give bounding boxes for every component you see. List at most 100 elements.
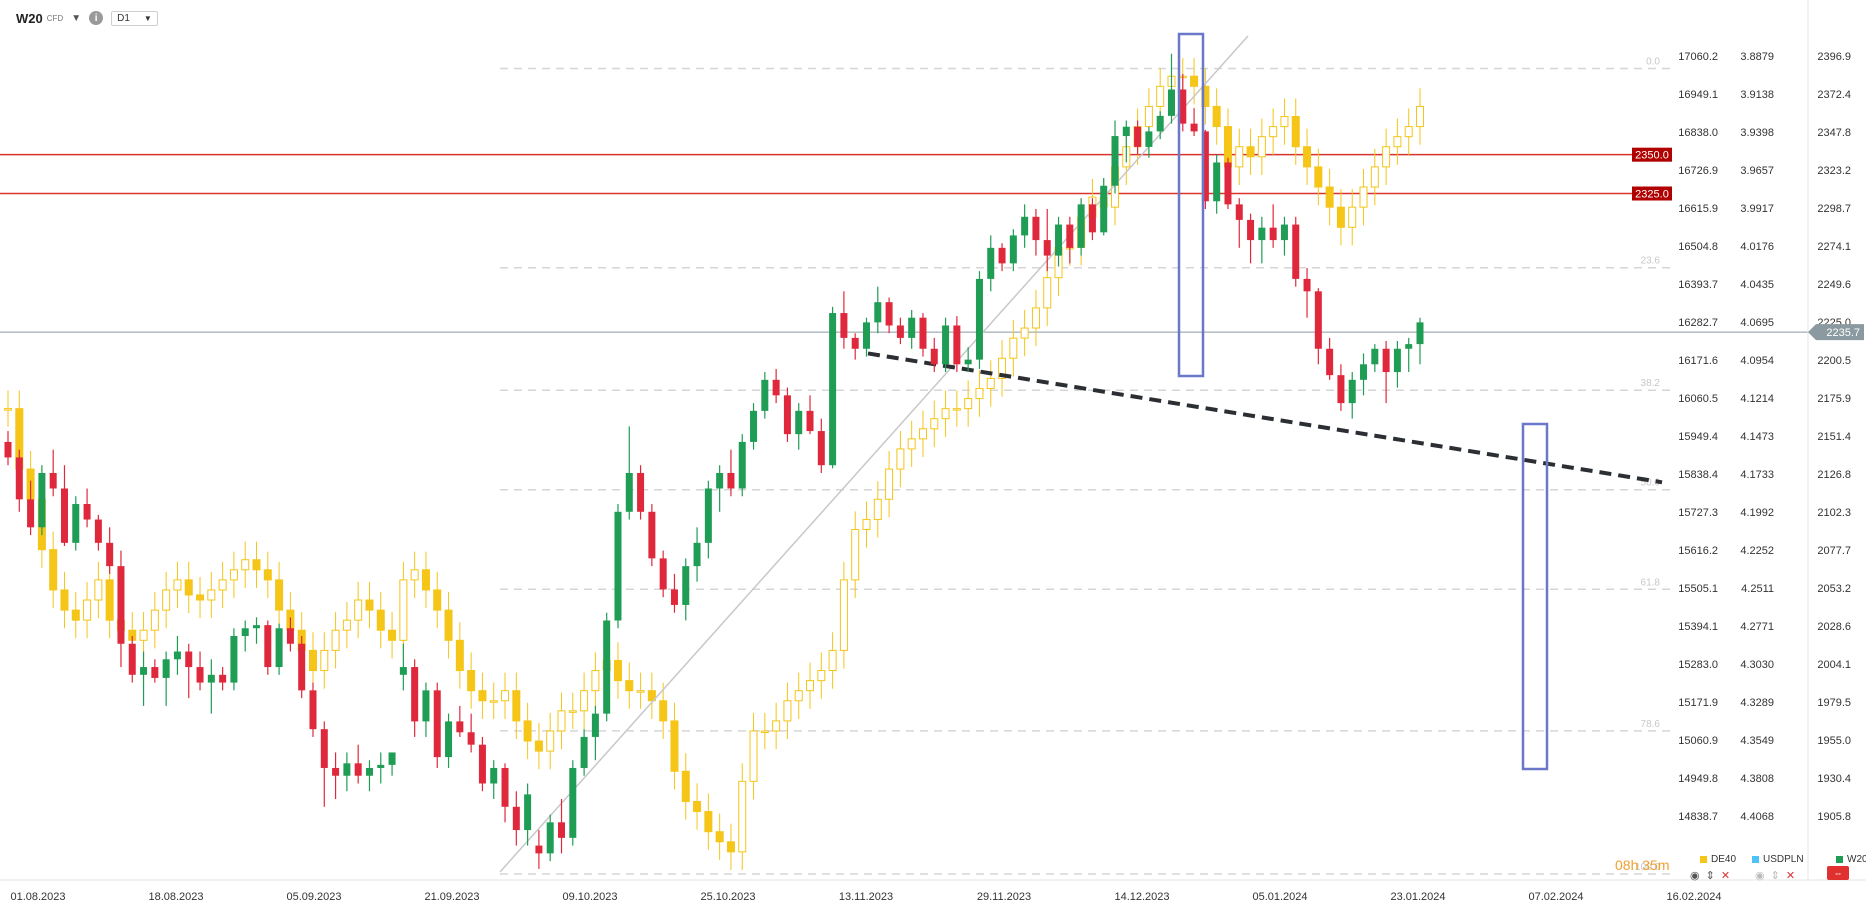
de40-candle (794, 690, 803, 702)
sort-icon[interactable]: ⇕ (1705, 870, 1715, 882)
w20-candle (1043, 240, 1051, 256)
de40-candle (105, 579, 114, 621)
de40-candle (1246, 146, 1255, 158)
w20-candle (1280, 224, 1288, 241)
w20-candle (648, 511, 656, 559)
horizontal-levels: 2350.0 2325.0 (0, 147, 1840, 333)
w20-candle (332, 767, 340, 776)
w20-candle (1213, 162, 1221, 202)
sort-icon[interactable]: ⇕ (1770, 870, 1780, 882)
rising-trend-line[interactable] (499, 35, 1249, 873)
w20-candle (128, 643, 136, 675)
close-icon[interactable]: ✕ (1720, 870, 1731, 882)
w20-candle (1269, 227, 1277, 241)
de40-candle (998, 357, 1007, 379)
measure-box-2[interactable] (1521, 422, 1549, 771)
de40-candle (546, 730, 555, 752)
legend-item-de40[interactable]: DE40 (1700, 854, 1736, 865)
axis-tick-w20: 2323.2 (1817, 165, 1851, 177)
de40-candle (1020, 327, 1029, 339)
de40-candle (421, 569, 430, 591)
current-price-tag-bg (1808, 324, 1864, 341)
level-tag-bg (1632, 147, 1672, 162)
w20-candle (1179, 89, 1187, 124)
de40-candle (365, 599, 374, 611)
w20-candle (467, 732, 475, 745)
close-icon[interactable]: ✕ (1785, 870, 1796, 882)
eye-icon[interactable]: ◉ (1755, 870, 1765, 882)
info-icon[interactable]: i (89, 11, 104, 25)
de40-candle (885, 468, 894, 500)
axis-tick-w20: 2102.3 (1817, 507, 1851, 519)
w20-candle (1258, 227, 1266, 241)
w20-candle (1337, 375, 1345, 404)
axis-tick-usdpln: 3.9398 (1740, 127, 1774, 139)
symbol-name[interactable]: W20 (16, 10, 43, 26)
de40-candle (320, 649, 329, 672)
legend-label: DE40 (1711, 854, 1737, 865)
w20-candle (456, 721, 464, 733)
measure-box-1[interactable] (1177, 32, 1205, 378)
w20-candle (1122, 126, 1130, 137)
axis-tick-de40: 16060.5 (1678, 393, 1718, 405)
legend-item-w20[interactable]: W20 (1836, 854, 1866, 865)
w20-candle (1393, 348, 1401, 373)
w20-candle (60, 488, 68, 543)
axis-tick-w20: 2175.9 (1817, 393, 1851, 405)
de40-candle (964, 398, 973, 410)
axis-tick-usdpln: 4.3549 (1740, 735, 1774, 747)
w20-candle (1077, 204, 1085, 248)
x-tick-label: 25.10.2023 (700, 891, 755, 903)
de40-candle (1212, 105, 1221, 128)
neckline-dashed[interactable] (867, 351, 1663, 485)
w20-candle (693, 542, 701, 567)
w20-candle (964, 359, 972, 365)
w20-candle (264, 625, 272, 668)
w20-candle (975, 278, 983, 360)
w20-candle (512, 806, 520, 831)
axis-tick-de40: 14838.7 (1678, 811, 1718, 823)
w20-candle (603, 620, 611, 714)
de40-series (3, 58, 1425, 870)
de40-candle (873, 498, 882, 520)
x-tick-label: 13.11.2023 (839, 891, 893, 903)
w20-candle (772, 379, 780, 396)
w20-series-button[interactable]: ⇔ (1827, 866, 1849, 880)
fib-label: 0.0 (1646, 57, 1660, 68)
legend-item-usdpln[interactable]: USDPLN (1752, 854, 1804, 865)
x-tick-label: 14.12.2023 (1114, 891, 1169, 903)
de40-candle (139, 629, 148, 641)
de40-candle (659, 700, 668, 722)
de40-candle (647, 690, 656, 702)
de40-candle (726, 841, 735, 853)
w20-candle (4, 441, 12, 458)
w20-candle (829, 313, 837, 466)
axis-tick-de40: 15727.3 (1678, 507, 1718, 519)
axis-tick-w20: 2347.8 (1817, 127, 1851, 139)
w20-candle (388, 752, 396, 765)
timeframe-select[interactable]: D1 ▼ (111, 10, 158, 26)
de40-candle (184, 579, 193, 596)
w20-candle (309, 690, 317, 730)
w20-candle (72, 504, 80, 543)
de40-candle (1257, 136, 1266, 158)
chevron-down-icon[interactable]: ▼ (71, 12, 82, 24)
de40-candle (1043, 277, 1052, 309)
w20-candle (151, 667, 159, 678)
de40-candle (715, 831, 724, 843)
eye-icon[interactable]: ◉ (1690, 870, 1700, 882)
w20-candle (478, 744, 486, 784)
w20-candle (230, 636, 238, 683)
w20-candle (106, 542, 114, 567)
w20-candle (298, 643, 306, 691)
w20-candle (738, 441, 746, 489)
axis-tick-usdpln: 3.9138 (1740, 89, 1774, 101)
de40-candle (1314, 166, 1323, 188)
axis-tick-de40: 16615.9 (1678, 203, 1718, 215)
de40-candle (839, 579, 848, 651)
axis-tick-de40: 15394.1 (1678, 621, 1718, 633)
de40-candle (1382, 146, 1391, 168)
axis-tick-de40: 16393.7 (1678, 279, 1718, 291)
w20-candle (286, 628, 294, 644)
